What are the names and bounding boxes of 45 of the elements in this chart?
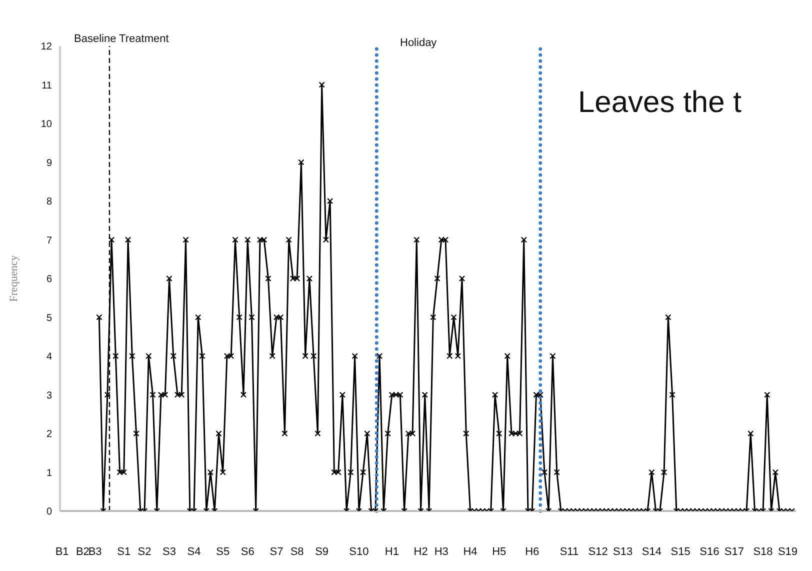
x-tick-label: S10 — [349, 546, 369, 558]
y-tick-label: 11 — [42, 80, 52, 92]
y-tick-label: 9 — [46, 158, 52, 169]
x-tick-label: S11 — [560, 546, 579, 558]
y-tick-label: 10 — [40, 119, 52, 130]
annotation: Holiday — [400, 37, 437, 49]
x-tick-label: S18 — [753, 546, 773, 558]
y-tick-label: 2 — [46, 429, 52, 440]
x-tick-label: B1 — [55, 546, 69, 558]
y-tick-label: 6 — [46, 274, 52, 286]
x-tick-label: S9 — [315, 546, 329, 558]
y-tick-label: 1 — [46, 468, 52, 479]
y-tick-label: 5 — [46, 312, 52, 324]
x-tick-label: S6 — [240, 546, 254, 558]
x-tick-label: H4 — [463, 546, 478, 558]
x-tick-label: B2 — [76, 546, 90, 558]
x-tick-label: S1 — [117, 546, 131, 558]
x-tick-label: H2 — [414, 546, 428, 558]
x-tick-label: S4 — [187, 546, 201, 558]
x-tick-label: S2 — [138, 546, 152, 558]
x-tick-label: S8 — [290, 546, 304, 558]
x-tick-label: S14 — [642, 546, 662, 558]
y-axis-title: Frequency — [8, 254, 20, 302]
x-tick-label: S15 — [670, 546, 690, 558]
x-tick-label: H5 — [492, 546, 506, 558]
x-tick-label: B3 — [88, 546, 102, 558]
x-tick-label: H1 — [384, 546, 399, 558]
y-tick-label: 4 — [46, 352, 52, 363]
y-tick-label: 3 — [46, 390, 52, 402]
x-tick-label: S16 — [700, 546, 720, 558]
x-tick-label: S7 — [270, 546, 284, 558]
x-tick-label: S5 — [216, 546, 230, 558]
x-tick-label: H3 — [434, 546, 448, 558]
y-tick-label: 12 — [40, 42, 52, 53]
x-tick-label: S17 — [724, 546, 744, 558]
x-tick-label: S3 — [162, 546, 176, 558]
x-tick-label: S12 — [588, 546, 608, 558]
x-tick-label: S13 — [613, 546, 633, 558]
y-tick-label: 8 — [46, 196, 52, 208]
x-tick-label: S19 — [778, 546, 798, 558]
y-tick-label: 0 — [46, 506, 52, 518]
annotation: Leaves the t — [578, 86, 742, 119]
x-tick-label: H6 — [525, 546, 540, 558]
y-tick-label: 7 — [46, 235, 52, 246]
text: Baseline Treatment — [74, 33, 169, 45]
